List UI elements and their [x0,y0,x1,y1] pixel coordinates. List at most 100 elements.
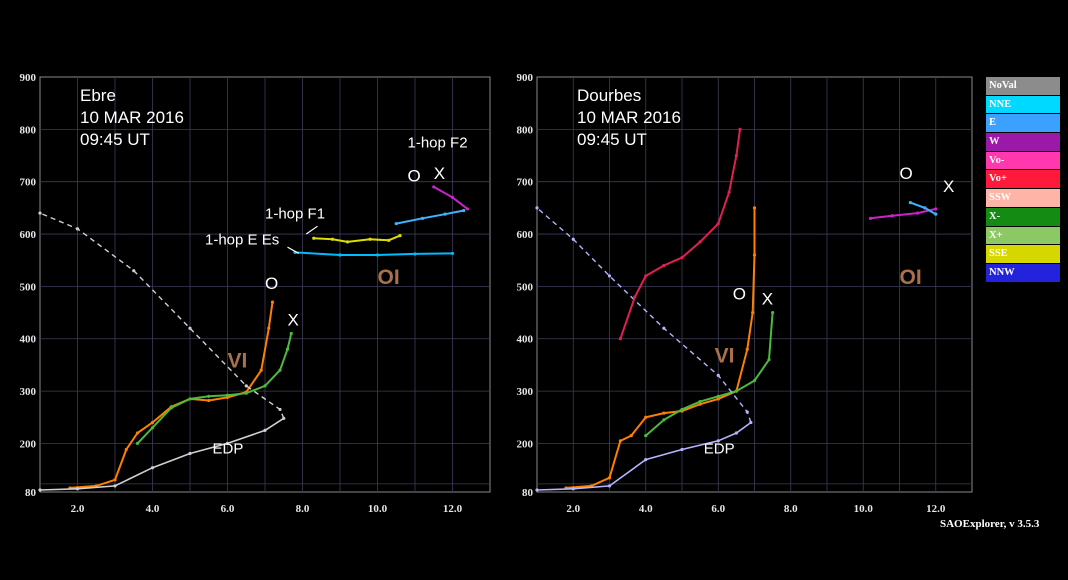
data-point [629,433,633,438]
direction-legend: NoVal NNE E W Vo- Vo+ SSW X- X+ SSE NNW [986,77,1060,283]
label-vi: VI [228,350,248,373]
data-point [278,368,282,372]
data-point [698,240,702,244]
data-point [680,447,684,452]
data-point [934,207,938,211]
y-tick-label: 700 [517,177,534,189]
x-tick-label: 2.0 [71,503,85,515]
data-point [633,295,637,299]
x-tick-label: 4.0 [639,503,653,515]
x-tick-label: 12.0 [443,503,463,515]
data-point [752,379,757,383]
data-point [225,441,230,445]
data-point [607,476,612,480]
legend-item-x: X+ [986,226,1060,246]
data-point [644,457,648,462]
data-point [716,394,720,398]
data-point [916,211,920,215]
legend-item-nne: NNE [986,95,1060,115]
station-name: Dourbes [577,86,641,105]
series-line [645,312,774,437]
data-point [432,185,436,189]
data-point [188,397,192,401]
data-point [207,394,211,398]
data-point [644,433,648,438]
data-point [698,402,702,406]
data-point [868,216,873,220]
software-version: SAOExplorer, v 3.5.3 [940,518,1040,530]
data-point [716,439,720,443]
data-point [890,214,894,218]
data-point [535,488,539,492]
label-o-oi: O [900,164,913,183]
date-label: 10 MAR 2016 [80,108,184,127]
series-line [39,417,285,491]
data-point [263,428,267,432]
data-point [368,237,372,241]
y-tick-label: 900 [517,72,534,84]
data-point [450,195,455,200]
data-point [450,251,455,256]
data-point [752,206,757,210]
data-point [259,368,263,372]
data-point [244,384,248,388]
label-x-oi: X [943,177,954,196]
x-tick-label: 12.0 [926,503,946,515]
series-line [536,207,752,423]
data-point [727,190,731,194]
legend-item-x: X- [986,207,1060,227]
label-edp: EDP [704,441,735,458]
series-line [396,209,464,225]
data-point [934,212,938,216]
data-point [345,240,350,244]
data-point [734,431,738,435]
x-tick-label: 8.0 [784,503,798,515]
data-point [698,399,702,404]
data-point [908,201,912,205]
y-tick-label: 400 [20,334,37,346]
data-point [734,389,738,393]
data-point [38,211,42,215]
data-point [113,484,117,488]
label-1-hop-e-es: 1-hop E Es [205,232,279,249]
data-point [662,411,666,415]
data-point [394,221,398,226]
panel-ebre: 2.0 4.0 6.0 8.0 10.0 12.0 80 200 300 400 500 600 700… [20,72,491,515]
data-point [150,420,155,425]
data-point [282,416,286,420]
time-label: 09:45 UT [80,130,150,149]
label-1-hop-f2: 1-hop F2 [408,135,468,152]
data-point [662,263,666,268]
panel-dourbes: 2.0 4.0 6.0 8.0 10.0 12.0 80 200 300 400 500 600 700… [517,72,973,515]
series-line [619,129,741,340]
data-point [680,407,684,412]
data-point [443,212,447,216]
data-point [225,393,230,397]
label-x-vi: X [288,311,299,330]
x-tick-label: 8.0 [296,503,310,515]
data-point [752,253,757,257]
data-point [607,484,612,488]
legend-item-ssw: SSW [986,189,1060,208]
x-tick-label: 6.0 [221,503,235,515]
y-tick-label: 600 [517,229,534,241]
series-line [136,333,293,445]
data-point [150,466,155,470]
data-point [680,256,684,260]
data-point [923,206,927,210]
legend-item-vo: Vo- [986,151,1060,171]
data-point [662,326,666,330]
data-point [571,487,575,491]
data-point [398,234,402,238]
data-point [771,310,775,315]
data-point [644,415,648,419]
data-point [135,431,140,435]
x-tick-label: 10.0 [854,503,874,515]
data-point [618,337,622,341]
data-point [716,397,720,401]
data-point [38,488,42,492]
data-point [188,451,192,456]
data-point [751,310,755,315]
label-1-hop-f1: 1-hop F1 [265,205,325,222]
data-point [462,208,466,213]
